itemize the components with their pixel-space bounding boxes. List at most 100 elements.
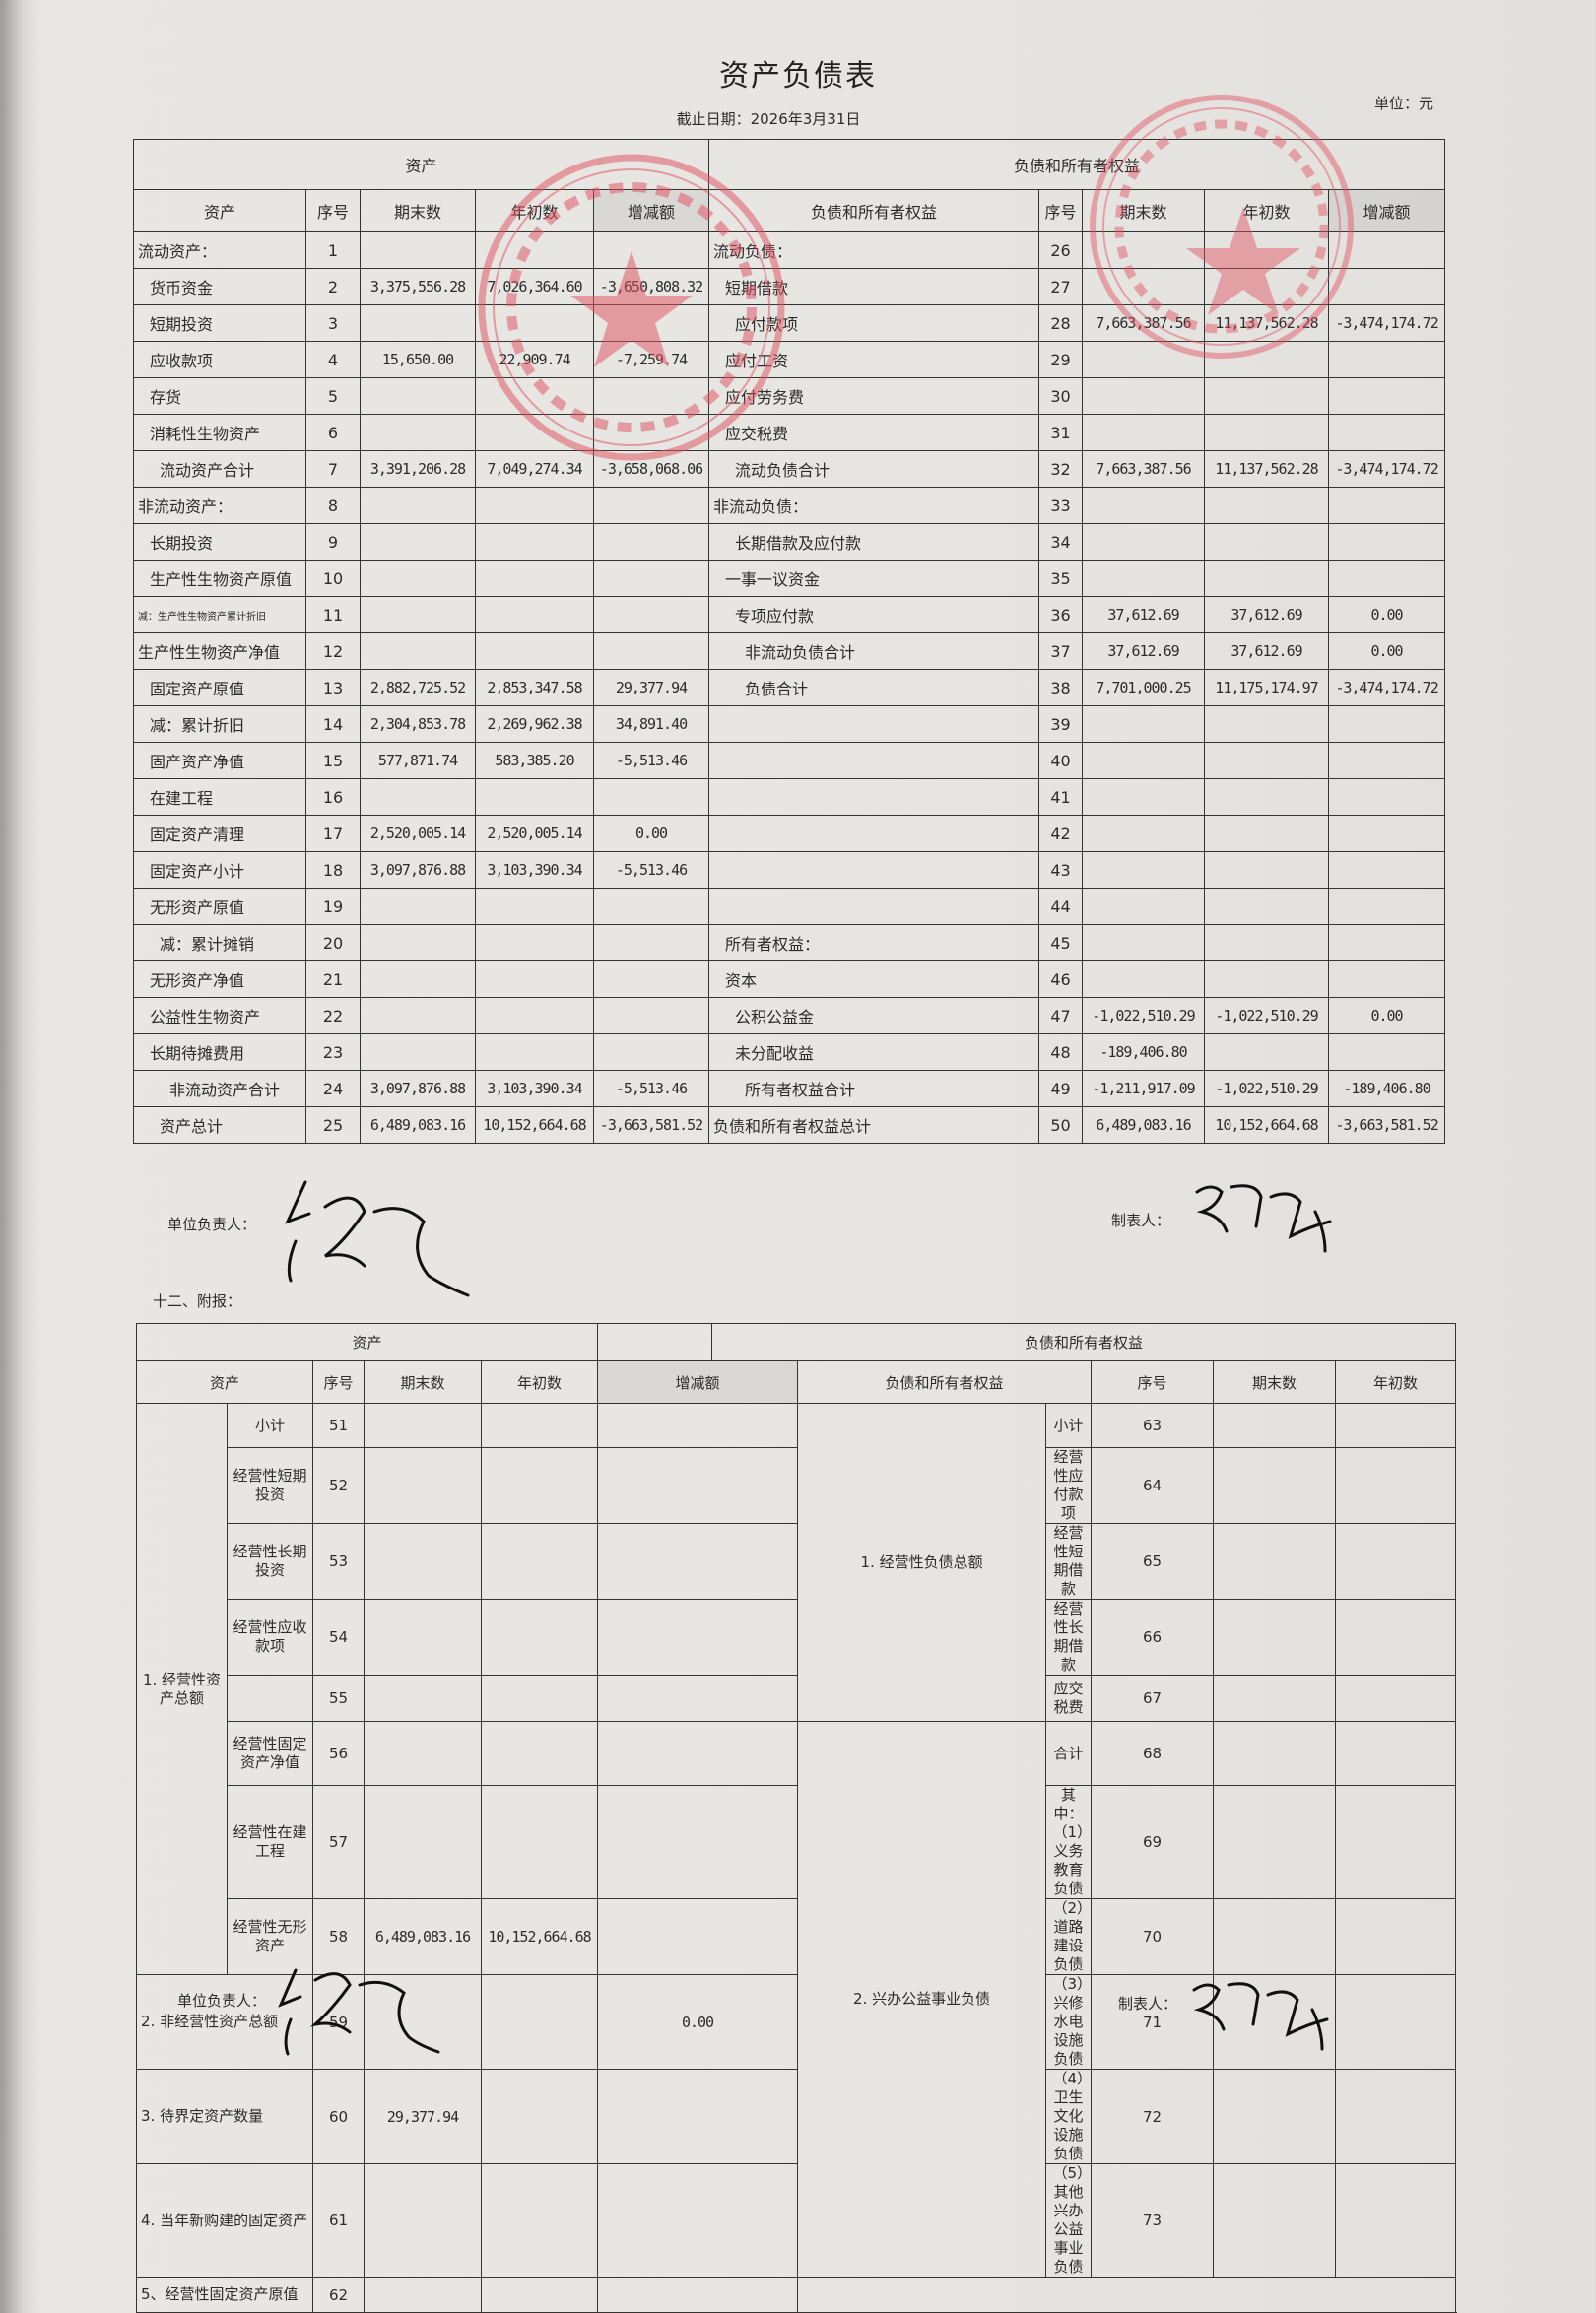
amount-cell [1082,924,1205,961]
amount-cell: 0.00 [597,1974,799,2070]
group-label: 1. 经营性资产总额 [136,1403,228,1975]
row-seq: 56 [312,1721,365,1786]
row-seq: 42 [1038,815,1083,852]
row-label: 3. 待界定资产数量 [136,2069,313,2164]
amount-cell [593,596,709,633]
amount-cell [1335,1447,1457,1524]
row-label: 合计 [1045,1721,1093,1786]
appendix-liab-col-header: 序号 [1091,1360,1215,1404]
amount-cell: 6,489,083.16 [364,1898,482,1975]
table-row: 固定资产原值 13 2,882,725.52 2,853,347.58 29,377.9… [133,669,1446,706]
row-seq: 6 [305,414,361,451]
row-label: 经营性短期投资 [227,1447,313,1524]
amount-cell [360,231,476,269]
appendix-row: 经营性短期投资 52 经营性应付款项 64 [137,1447,1457,1524]
liab-col-header: 负债和所有者权益 [708,189,1039,232]
amount-cell [480,2163,599,2278]
row-seq: 48 [1038,1033,1083,1071]
row-seq: 25 [305,1106,361,1144]
appendix-asset-col-header: 增减额 [597,1360,799,1404]
amount-cell [593,888,709,925]
amount-cell [360,778,476,816]
row-label: 非流动资产合计 [133,1070,306,1107]
table-row: 减：生产性生物资产累计折旧 11 专项应付款 36 37,612.69 37,612.69… [133,596,1446,633]
amount-cell [593,960,709,998]
row-seq: 34 [1038,523,1083,561]
row-label: 流动资产合计 [133,450,306,488]
amount-cell [1327,960,1446,998]
amount-cell [1082,341,1205,378]
amount-cell: 2,269,962.38 [475,705,594,743]
row-label: 未分配收益 [708,1033,1039,1071]
amount-cell: -5,513.46 [593,1070,709,1107]
amount-cell [480,1675,599,1722]
row-seq: 4 [305,341,361,378]
amount-cell [480,1403,599,1448]
row-seq: 16 [305,778,361,816]
amount-cell [1327,815,1446,852]
row-seq: 70 [1091,1898,1215,1975]
liabilities-group-header: 负债和所有者权益 [707,139,1446,190]
amount-cell: -189,406.80 [1327,1070,1446,1107]
asset-col-header: 资产 [133,189,306,232]
amount-cell [480,1523,599,1600]
row-label: 固产资产净值 [133,742,306,779]
amount-cell [1082,742,1205,779]
amount-cell [597,1447,799,1524]
row-seq: 38 [1038,669,1083,706]
amount-cell [480,1447,599,1524]
amount-cell: 29,377.94 [593,669,709,706]
row-label: 所有者权益： [708,924,1039,961]
amount-cell [1204,924,1329,961]
amount-cell [1327,778,1446,816]
row-seq: 27 [1038,268,1083,305]
amount-cell [364,1403,482,1448]
amount-cell [593,304,709,342]
amount-cell [1327,1033,1446,1071]
amount-cell: 0.00 [1327,632,1446,670]
currency-unit: 单位：元 [1374,95,1434,112]
amount-cell [480,1599,599,1676]
row-label: 经营性长期借款 [1045,1599,1093,1676]
amount-cell [364,1447,482,1524]
row-label: （2）道路建设负债 [1045,1898,1093,1975]
amount-cell [475,960,594,998]
amount-cell [364,1599,482,1676]
amount-cell [1327,268,1446,305]
row-seq: 15 [305,742,361,779]
amount-cell [597,1785,799,1899]
row-label: 应交税费 [1045,1675,1093,1722]
amount-cell: 2,520,005.14 [475,815,594,852]
table-row: 消耗性生物资产 6 应交税费 31 [133,414,1446,451]
amount-cell [480,2277,599,2313]
amount-cell [1082,778,1205,816]
amount-cell: 37,612.69 [1082,632,1205,670]
amount-cell [1204,888,1329,925]
row-seq: 5 [305,377,361,415]
table-row: 存货 5 应付劳务费 30 [133,377,1446,415]
row-label: （4）卫生文化设施负债 [1045,2069,1093,2164]
row-label [227,1675,313,1722]
amount-cell: -1,022,510.29 [1082,997,1205,1034]
unit-head-label: 单位负责人： [167,1216,257,1233]
row-label: 小计 [227,1403,313,1448]
asset-col-header: 序号 [305,189,361,232]
amount-cell [475,414,594,451]
amount-cell: 583,385.20 [475,742,594,779]
amount-cell [1204,815,1329,852]
appendix-row: 3. 待界定资产数量 60 29,377.94 （4）卫生文化设施负债 72 [136,2069,1457,2164]
amount-cell [1213,2069,1337,2164]
amount-cell: -3,474,174.72 [1327,669,1446,706]
amount-cell [475,487,594,524]
row-seq: 45 [1038,924,1083,961]
amount-cell: 37,612.69 [1204,596,1329,633]
row-label: 经营性固定资产净值 [227,1721,313,1786]
amount-cell [593,523,709,561]
amount-cell [1204,742,1329,779]
amount-cell: -1,211,917.09 [1082,1070,1205,1107]
appendix-table: 资产 负债和所有者权益 资产 序号 期末数 年初数 增减额 负债和所有者权益 序号 期末数 年初… [135,1323,1457,2313]
row-label: 存货 [133,377,306,415]
amount-cell [364,1675,482,1722]
row-label: 生产性生物资产原值 [133,560,306,597]
amount-cell: 10,152,664.68 [480,1898,599,1975]
